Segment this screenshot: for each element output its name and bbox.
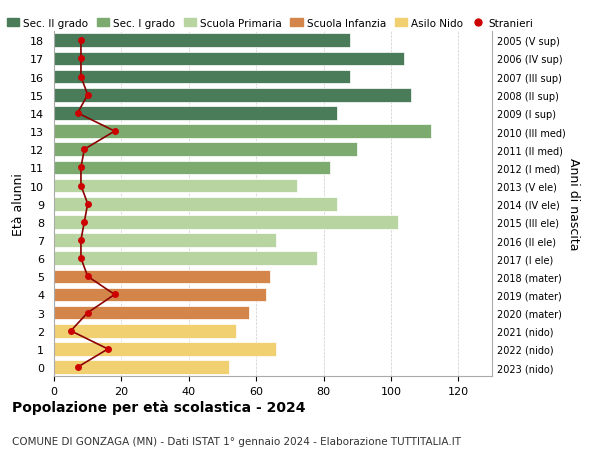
Bar [54,71,350,84]
Bar [54,288,266,302]
Bar [54,197,337,211]
Text: COMUNE DI GONZAGA (MN) - Dati ISTAT 1° gennaio 2024 - Elaborazione TUTTITALIA.IT: COMUNE DI GONZAGA (MN) - Dati ISTAT 1° g… [12,436,461,446]
Bar [54,161,330,175]
Bar [54,34,350,48]
Point [76,255,86,262]
Point [76,56,86,63]
Bar [54,234,277,247]
Point [103,346,113,353]
Bar [54,342,277,356]
Point [80,146,89,154]
Bar [54,125,431,139]
Bar [54,143,357,157]
Point [83,201,92,208]
Text: Popolazione per età scolastica - 2024: Popolazione per età scolastica - 2024 [12,399,305,414]
Point [76,183,86,190]
Point [73,364,82,371]
Bar [54,306,250,320]
Bar [54,107,337,120]
Bar [54,325,236,338]
Legend: Sec. II grado, Sec. I grado, Scuola Primaria, Scuola Infanzia, Asilo Nido, Stran: Sec. II grado, Sec. I grado, Scuola Prim… [2,14,538,33]
Bar [54,216,398,229]
Point [83,273,92,280]
Point [110,291,119,298]
Bar [54,179,296,193]
Point [110,128,119,135]
Y-axis label: Anni di nascita: Anni di nascita [566,158,580,251]
Bar [54,52,404,66]
Point [76,74,86,81]
Point [80,218,89,226]
Point [76,38,86,45]
Point [66,327,76,335]
Y-axis label: Età alunni: Età alunni [11,173,25,235]
Point [73,110,82,118]
Point [83,309,92,317]
Bar [54,252,317,265]
Point [76,164,86,172]
Point [83,92,92,99]
Bar [54,89,411,102]
Bar [54,270,269,284]
Point [76,237,86,244]
Bar [54,360,229,374]
